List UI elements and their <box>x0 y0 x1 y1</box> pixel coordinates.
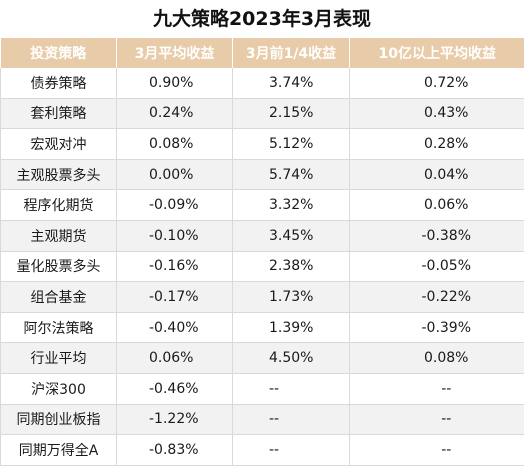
march-top-quarter-value: 2.15% <box>233 98 350 129</box>
table-row: 组合基金 -0.17% 1.73% -0.22% <box>1 282 524 313</box>
table-row: 程序化期货 -0.09% 3.32% 0.06% <box>1 190 524 221</box>
table-row: 同期创业板指 -1.22% -- -- <box>1 404 524 435</box>
table-title: 九大策略2023年3月表现 <box>0 0 524 38</box>
over-1b-avg-value: -0.05% <box>350 251 524 282</box>
table-row: 主观期货 -0.10% 3.45% -0.38% <box>1 220 524 251</box>
march-top-quarter-value: -- <box>233 373 350 404</box>
header-march-top-quarter: 3月前1/4收益 <box>233 38 350 68</box>
over-1b-avg-value: 0.04% <box>350 159 524 190</box>
over-1b-avg-value: 0.08% <box>350 343 524 374</box>
table-row: 沪深300 -0.46% -- -- <box>1 373 524 404</box>
march-avg-value: 0.06% <box>117 343 233 374</box>
table-header: 投资策略 3月平均收益 3月前1/4收益 10亿以上平均收益 <box>1 38 524 68</box>
strategy-performance-table: 投资策略 3月平均收益 3月前1/4收益 10亿以上平均收益 债券策略 0.90… <box>0 38 524 466</box>
march-top-quarter-value: 1.73% <box>233 282 350 313</box>
over-1b-avg-value: -- <box>350 435 524 466</box>
header-march-avg: 3月平均收益 <box>117 38 233 68</box>
strategy-name: 程序化期货 <box>1 190 117 221</box>
march-top-quarter-value: 3.74% <box>233 68 350 98</box>
strategy-name: 阿尔法策略 <box>1 312 117 343</box>
header-over-1b-avg: 10亿以上平均收益 <box>350 38 524 68</box>
over-1b-avg-value: -- <box>350 404 524 435</box>
table-row: 阿尔法策略 -0.40% 1.39% -0.39% <box>1 312 524 343</box>
strategy-name: 量化股票多头 <box>1 251 117 282</box>
march-top-quarter-value: 5.74% <box>233 159 350 190</box>
march-top-quarter-value: 3.45% <box>233 220 350 251</box>
march-top-quarter-value: -- <box>233 404 350 435</box>
strategy-name: 主观股票多头 <box>1 159 117 190</box>
over-1b-avg-value: 0.06% <box>350 190 524 221</box>
march-avg-value: 0.90% <box>117 68 233 98</box>
march-top-quarter-value: 4.50% <box>233 343 350 374</box>
over-1b-avg-value: -0.39% <box>350 312 524 343</box>
march-avg-value: -0.10% <box>117 220 233 251</box>
table-row: 量化股票多头 -0.16% 2.38% -0.05% <box>1 251 524 282</box>
strategy-name: 主观期货 <box>1 220 117 251</box>
march-top-quarter-value: 1.39% <box>233 312 350 343</box>
table-row: 套利策略 0.24% 2.15% 0.43% <box>1 98 524 129</box>
march-top-quarter-value: 3.32% <box>233 190 350 221</box>
over-1b-avg-value: -0.22% <box>350 282 524 313</box>
table-row: 行业平均 0.06% 4.50% 0.08% <box>1 343 524 374</box>
march-avg-value: -0.46% <box>117 373 233 404</box>
march-top-quarter-value: -- <box>233 435 350 466</box>
strategy-name: 沪深300 <box>1 373 117 404</box>
march-avg-value: 0.08% <box>117 129 233 160</box>
table-row: 债券策略 0.90% 3.74% 0.72% <box>1 68 524 98</box>
march-avg-value: -0.83% <box>117 435 233 466</box>
header-row: 投资策略 3月平均收益 3月前1/4收益 10亿以上平均收益 <box>1 38 524 68</box>
table-row: 同期万得全A -0.83% -- -- <box>1 435 524 466</box>
march-top-quarter-value: 5.12% <box>233 129 350 160</box>
strategy-name: 同期万得全A <box>1 435 117 466</box>
strategy-name: 宏观对冲 <box>1 129 117 160</box>
march-top-quarter-value: 2.38% <box>233 251 350 282</box>
over-1b-avg-value: -- <box>350 373 524 404</box>
over-1b-avg-value: -0.38% <box>350 220 524 251</box>
over-1b-avg-value: 0.28% <box>350 129 524 160</box>
strategy-name: 债券策略 <box>1 68 117 98</box>
march-avg-value: -1.22% <box>117 404 233 435</box>
march-avg-value: -0.40% <box>117 312 233 343</box>
strategy-name: 套利策略 <box>1 98 117 129</box>
strategy-name: 同期创业板指 <box>1 404 117 435</box>
table-body: 债券策略 0.90% 3.74% 0.72% 套利策略 0.24% 2.15% … <box>1 68 524 465</box>
march-avg-value: -0.09% <box>117 190 233 221</box>
header-strategy: 投资策略 <box>1 38 117 68</box>
march-avg-value: -0.17% <box>117 282 233 313</box>
over-1b-avg-value: 0.43% <box>350 98 524 129</box>
strategy-name: 行业平均 <box>1 343 117 374</box>
march-avg-value: -0.16% <box>117 251 233 282</box>
table-row: 宏观对冲 0.08% 5.12% 0.28% <box>1 129 524 160</box>
march-avg-value: 0.24% <box>117 98 233 129</box>
strategy-name: 组合基金 <box>1 282 117 313</box>
over-1b-avg-value: 0.72% <box>350 68 524 98</box>
table-row: 主观股票多头 0.00% 5.74% 0.04% <box>1 159 524 190</box>
march-avg-value: 0.00% <box>117 159 233 190</box>
